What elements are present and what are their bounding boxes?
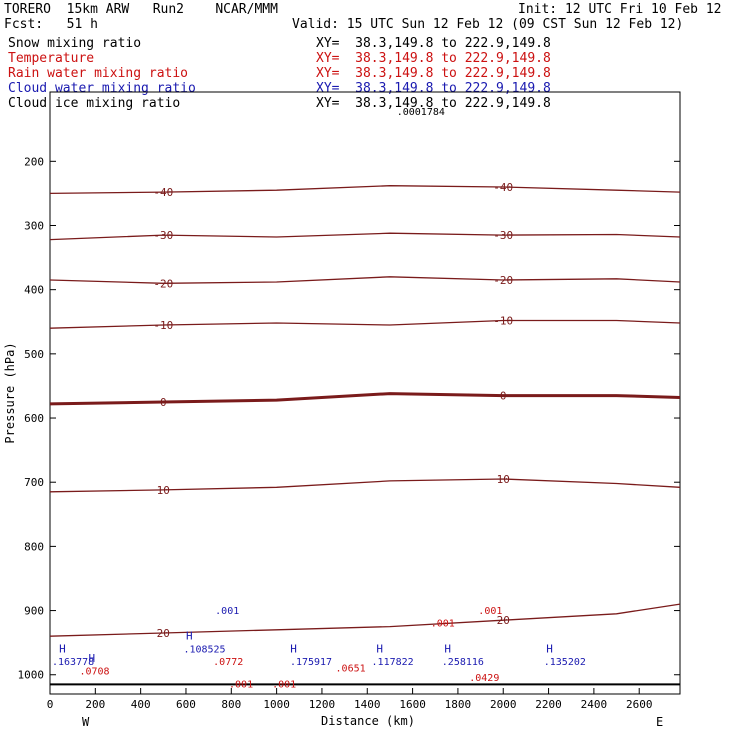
field-temperature-name: Temperature: [8, 51, 95, 66]
cloud-water-label: .163778: [52, 657, 94, 668]
y-tick-label: 500: [24, 348, 44, 361]
temperature-contour-label: 10: [497, 473, 510, 486]
temperature-contour: [49, 319, 681, 329]
x-tick-label: 1400: [354, 698, 381, 711]
field-cloudice-xy: XY= 38.3,149.8 to 222.9,149.8: [316, 96, 551, 111]
x-tick-label: 2600: [626, 698, 653, 711]
x-tick-label: 600: [176, 698, 196, 711]
rain-contour-label: .001: [229, 680, 253, 691]
plot-frame: [49, 91, 681, 695]
maximum-marker: H: [89, 652, 96, 665]
field-snow-name: Snow mixing ratio: [8, 36, 142, 51]
field-rain-xy: XY= 38.3,149.8 to 222.9,149.8: [316, 66, 551, 81]
temperature-contour: [49, 392, 681, 406]
field-cloudice-name: Cloud ice mixing ratio: [8, 96, 181, 111]
y-tick-label: 1000: [18, 669, 45, 682]
temperature-contour: [49, 232, 681, 241]
y-tick-label: 600: [24, 412, 44, 425]
temperature-contour-label: -20: [153, 277, 173, 290]
x-tick-label: 400: [131, 698, 151, 711]
cloud-water-label: .108525: [183, 644, 225, 655]
maximum-marker: H: [444, 642, 451, 655]
cloud-water-label: .135202: [544, 657, 586, 668]
rain-contour-label: .001: [272, 680, 296, 691]
temperature-contour-label: -30: [153, 229, 173, 242]
y-tick-label: 700: [24, 476, 44, 489]
x-tick-label: 1200: [309, 698, 336, 711]
y-tick-label: 900: [24, 605, 44, 618]
rain-contour-label: .0772: [213, 657, 243, 668]
west-label: W: [82, 715, 90, 729]
y-tick-label: 800: [24, 540, 44, 553]
rain-contour-label: .001: [478, 606, 502, 617]
maximum-marker: H: [376, 642, 383, 655]
y-tick-label: 300: [24, 219, 44, 232]
rain-contour-label: .001: [431, 619, 455, 630]
x-tick-label: 1000: [263, 698, 290, 711]
x-tick-label: 2400: [581, 698, 608, 711]
rain-contour-label: .0708: [79, 667, 109, 678]
temperature-contour-label: -20: [493, 274, 513, 287]
x-tick-label: 2200: [535, 698, 562, 711]
temperature-contour-label: -40: [493, 181, 513, 194]
maximum-marker: H: [186, 629, 193, 642]
x-tick-label: 1600: [399, 698, 426, 711]
temperature-contour-label: 20: [497, 614, 510, 627]
east-label: E: [656, 715, 663, 729]
temperature-contour-label: -30: [493, 229, 513, 242]
y-tick-label: 400: [24, 284, 44, 297]
temperature-contour-label: 20: [157, 627, 170, 640]
temperature-contour-label: -40: [153, 186, 173, 199]
x-tick-label: 0: [47, 698, 54, 711]
upper-annotation: .0001784: [397, 107, 445, 118]
temperature-contour-label: -10: [493, 314, 513, 327]
init-time: Init: 12 UTC Fri 10 Feb 12: [518, 2, 722, 17]
temperature-contour: [49, 603, 681, 637]
temperature-contour-label: -10: [153, 319, 173, 332]
y-tick-label: 200: [24, 155, 44, 168]
rain-contour-label: .0429: [469, 673, 499, 684]
temperature-contour: [49, 185, 681, 195]
temperature-contour-label: 0: [500, 390, 507, 403]
x-tick-label: 800: [221, 698, 241, 711]
forecast-hour: Fcst: 51 h: [4, 17, 98, 32]
y-axis-label: Pressure (hPa): [3, 342, 17, 443]
field-temperature-xy: XY= 38.3,149.8 to 222.9,149.8: [316, 51, 551, 66]
field-snow-xy: XY= 38.3,149.8 to 222.9,149.8: [316, 36, 551, 51]
temperature-contour-label: 10: [157, 484, 170, 497]
temperature-contour: [49, 276, 681, 284]
x-axis-label: Distance (km): [321, 714, 415, 728]
field-rain-name: Rain water mixing ratio: [8, 66, 189, 81]
temperature-contour: [49, 478, 681, 493]
cloud-water-label: .258116: [442, 657, 484, 668]
x-tick-label: 2000: [490, 698, 517, 711]
rain-contour-label: .0651: [336, 664, 366, 675]
cloud-water-label: .001: [215, 606, 239, 617]
cloud-water-label: .117822: [372, 657, 414, 668]
temperature-contour-label: 0: [160, 396, 167, 409]
cloud-water-label: .175917: [290, 657, 332, 668]
x-tick-label: 1800: [445, 698, 472, 711]
maximum-marker: H: [290, 642, 297, 655]
valid-time: Valid: 15 UTC Sun 12 Feb 12 (09 CST Sun …: [292, 17, 684, 32]
maximum-marker: H: [59, 642, 66, 655]
model-title: TORERO 15km ARW Run2 NCAR/MMM: [4, 2, 278, 17]
maximum-marker: H: [546, 642, 553, 655]
x-tick-label: 200: [85, 698, 105, 711]
